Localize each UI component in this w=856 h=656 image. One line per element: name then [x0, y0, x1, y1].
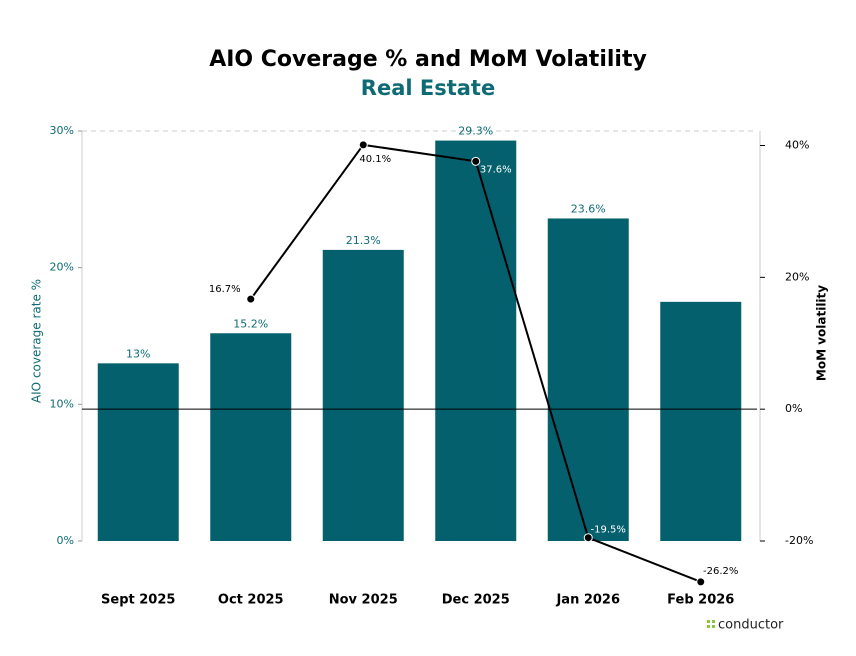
y2-tick-label: 0%: [785, 402, 802, 415]
logo-icon: [707, 625, 710, 628]
bar: [547, 218, 629, 541]
chart-subtitle: Real Estate: [361, 76, 495, 100]
y-tick-label: 10%: [50, 397, 74, 410]
bar: [660, 301, 742, 541]
bar-value-label: 15.2%: [233, 317, 268, 330]
x-tick-label: Sept 2025: [101, 593, 175, 608]
bar-value-label: 29.3%: [458, 125, 493, 138]
line-point: [246, 294, 256, 304]
logo-text: conductor: [718, 618, 784, 633]
bar: [97, 363, 179, 541]
bar: [210, 333, 292, 541]
bar-value-label: 13%: [126, 347, 150, 360]
y-tick-label: 30%: [50, 124, 74, 137]
line-value-label: 16.7%: [209, 284, 241, 295]
bar-value-label: 21.3%: [346, 234, 381, 247]
logo-icon: [712, 625, 715, 628]
line-point: [583, 533, 593, 543]
y-tick-label: 20%: [50, 261, 74, 274]
line-value-label: -26.2%: [703, 566, 738, 577]
line-value-label: -19.5%: [591, 525, 626, 536]
y-axis-label: AIO coverage rate %: [30, 279, 44, 403]
y-tick-label: 0%: [57, 534, 74, 547]
bar: [322, 249, 404, 541]
line-value-label: 40.1%: [359, 154, 391, 165]
line-point: [696, 577, 706, 587]
line-point: [358, 140, 368, 150]
x-tick-label: Jan 2026: [555, 593, 620, 608]
x-tick-label: Oct 2025: [218, 593, 284, 608]
x-tick-label: Feb 2026: [667, 593, 734, 608]
line-point: [471, 156, 481, 166]
bar-value-label: 23.6%: [571, 202, 606, 215]
y2-axis-label: MoM volatility: [815, 285, 829, 381]
y2-tick-label: 20%: [785, 270, 809, 283]
line-value-label: 37.6%: [480, 164, 512, 175]
y2-tick-label: 40%: [785, 139, 809, 152]
logo-icon: [707, 620, 710, 623]
y2-tick-label: -20%: [785, 534, 813, 547]
logo-icon: [712, 620, 715, 623]
chart-title: AIO Coverage % and MoM Volatility: [209, 47, 647, 72]
x-tick-label: Nov 2025: [329, 593, 398, 608]
bar: [435, 140, 517, 542]
x-tick-label: Dec 2025: [442, 593, 510, 608]
